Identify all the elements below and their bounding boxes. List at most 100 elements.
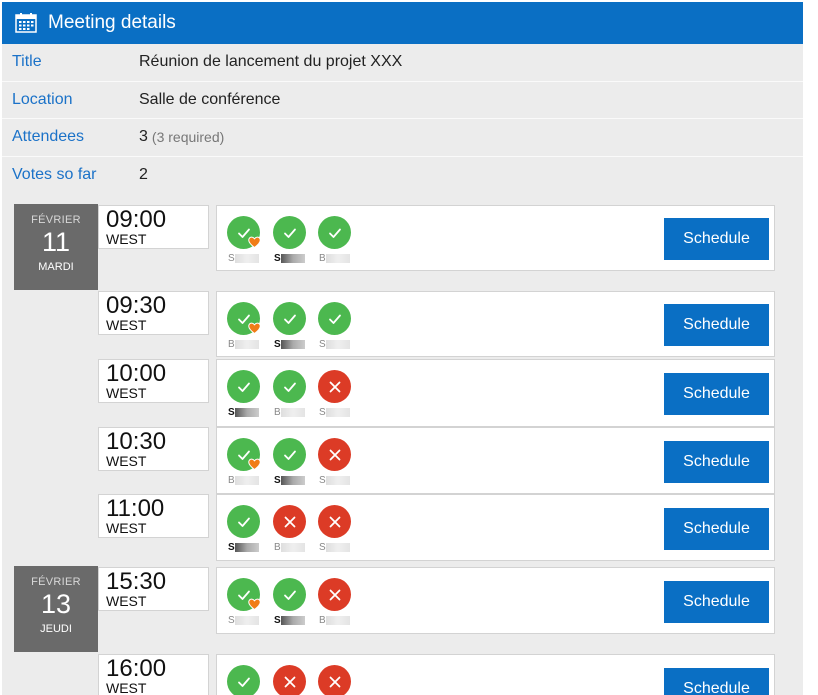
schedule-button[interactable]: Schedule [664, 441, 769, 483]
slot-timezone: WEST [106, 520, 147, 536]
attendee-vote [217, 655, 260, 695]
title-label: Title [12, 53, 42, 71]
attendee-vote: S [263, 428, 306, 488]
day-number: 13 [40, 589, 72, 619]
attendee-vote: S [263, 292, 306, 352]
voter-initial: S [319, 475, 326, 486]
heart-icon [248, 321, 261, 335]
voter-name-redacted [325, 407, 350, 417]
voter-initial: S [319, 542, 326, 553]
attendee-vote: S [217, 360, 260, 420]
cross-icon [318, 665, 351, 695]
schedule-button[interactable]: Schedule [664, 668, 769, 695]
voter-name-redacted [234, 407, 259, 417]
day-tile: FÉVRIER 13 JEUDI [14, 566, 98, 652]
time-slots-list[interactable]: FÉVRIER 11 MARDI FÉVRIER 13 JEUDI 09:00 W… [2, 194, 803, 695]
slot-timezone: WEST [106, 317, 147, 333]
attendee-vote: S [308, 495, 351, 555]
voter-initial: B [228, 475, 235, 486]
voter-initial: S [228, 253, 235, 264]
page-title: Meeting details [48, 12, 176, 33]
schedule-button[interactable]: Schedule [664, 373, 769, 415]
check-icon [318, 302, 351, 335]
cross-icon [318, 438, 351, 471]
attendee-vote [308, 655, 351, 695]
vote-card: Schedule [216, 654, 775, 695]
voter-name: S [319, 339, 353, 350]
voter-initial: B [319, 253, 326, 264]
info-row-votes: Votes so far 2 [2, 156, 803, 194]
calendar-icon [15, 13, 37, 33]
cross-icon [273, 505, 306, 538]
attendee-vote: B [263, 495, 306, 555]
voter-name-redacted [280, 339, 305, 349]
check-icon [273, 370, 306, 403]
attendee-vote: S [308, 360, 351, 420]
meeting-info: Title Réunion de lancement du projet XXX… [2, 44, 803, 194]
voter-name: S [228, 253, 262, 264]
attendee-vote: S [217, 206, 261, 266]
slot-time-value: 15:30 [106, 568, 167, 595]
votes-label: Votes so far [12, 166, 97, 184]
heart-icon [248, 597, 261, 611]
voter-name-redacted [280, 407, 305, 417]
schedule-button[interactable]: Schedule [664, 581, 769, 623]
voter-name: S [274, 475, 308, 486]
voter-name-redacted [325, 339, 350, 349]
voter-name-redacted [280, 615, 305, 625]
day-month: FÉVRIER [31, 576, 81, 588]
voter-name: S [319, 407, 353, 418]
day-weekday: MARDI [38, 261, 74, 273]
slot-timezone: WEST [106, 593, 147, 609]
cross-icon [318, 505, 351, 538]
voter-name-redacted [325, 253, 350, 263]
meeting-details-header: Meeting details [2, 2, 803, 44]
slot-time-value: 10:30 [106, 428, 167, 455]
attendee-vote: S [263, 206, 306, 266]
voter-name-redacted [325, 542, 350, 552]
slot-time: 15:30 WEST [98, 567, 209, 611]
voter-initial: B [274, 407, 281, 418]
schedule-button[interactable]: Schedule [664, 304, 769, 346]
day-number: 11 [41, 227, 71, 257]
heart-icon [248, 457, 261, 471]
attendee-vote: S [217, 568, 261, 628]
voter-initial: S [274, 253, 281, 264]
attendee-vote: S [217, 495, 260, 555]
voter-name: B [274, 407, 308, 418]
attendees-required: (3 required) [151, 129, 225, 146]
slot-timezone: WEST [106, 385, 147, 401]
voter-initial: S [228, 615, 235, 626]
voter-initial: S [319, 339, 326, 350]
voter-name-redacted [280, 253, 305, 263]
check-icon [318, 216, 351, 249]
voter-name: S [319, 475, 353, 486]
voter-name: B [274, 542, 308, 553]
attendee-vote: S [308, 292, 351, 352]
day-tile: FÉVRIER 11 MARDI [14, 204, 98, 290]
votes-value: 2 [139, 166, 148, 184]
slot-time: 10:30 WEST [98, 427, 209, 471]
voter-name-redacted [234, 542, 259, 552]
attendee-vote: S [308, 428, 351, 488]
info-row-title: Title Réunion de lancement du projet XXX [2, 44, 803, 82]
attendee-vote: B [308, 206, 351, 266]
vote-card: S S B Schedule [216, 567, 775, 634]
voter-name-redacted [325, 475, 350, 485]
attendee-vote: B [217, 428, 261, 488]
slot-time-value: 09:30 [106, 292, 167, 319]
slot-time-value: 10:00 [106, 360, 167, 387]
vote-card: B S S Schedule [216, 291, 775, 357]
voter-name-redacted [325, 615, 350, 625]
voter-name: S [228, 615, 262, 626]
voter-initial: S [228, 542, 235, 553]
voter-name-redacted [234, 475, 259, 485]
cross-icon [318, 370, 351, 403]
vote-card: B S S Schedule [216, 427, 775, 494]
slot-time: 11:00 WEST [98, 494, 209, 538]
voter-name-redacted [280, 542, 305, 552]
attendee-vote: S [263, 568, 306, 628]
voter-name-redacted [234, 339, 259, 349]
schedule-button[interactable]: Schedule [664, 218, 769, 260]
schedule-button[interactable]: Schedule [664, 508, 769, 550]
